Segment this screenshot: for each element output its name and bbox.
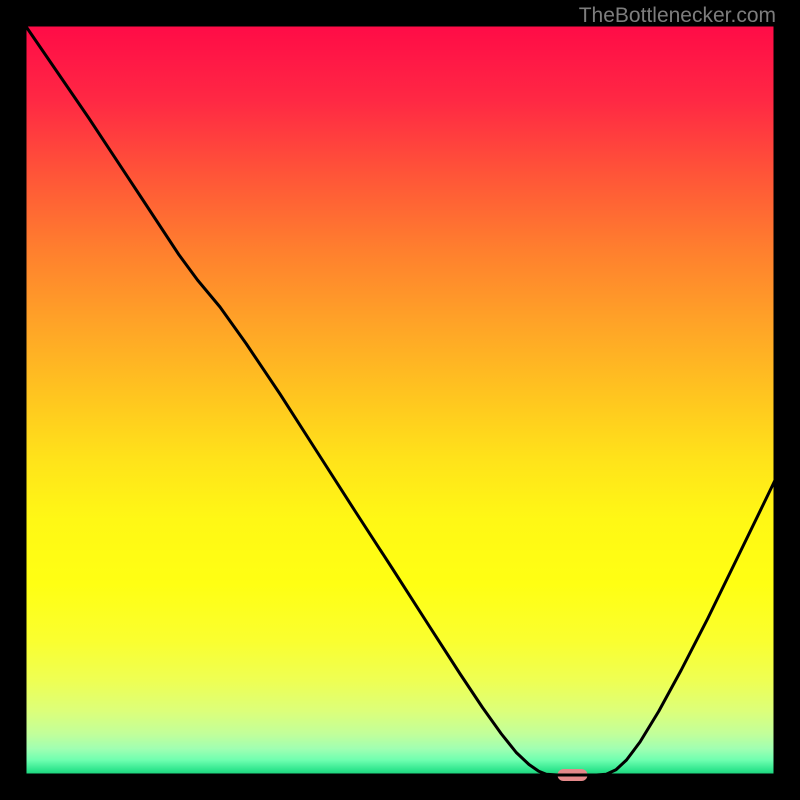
- plot-background: [25, 25, 775, 775]
- chart-root: TheBottlenecker.com: [0, 0, 800, 800]
- watermark-text: TheBottlenecker.com: [579, 4, 776, 28]
- chart-svg: [0, 0, 800, 800]
